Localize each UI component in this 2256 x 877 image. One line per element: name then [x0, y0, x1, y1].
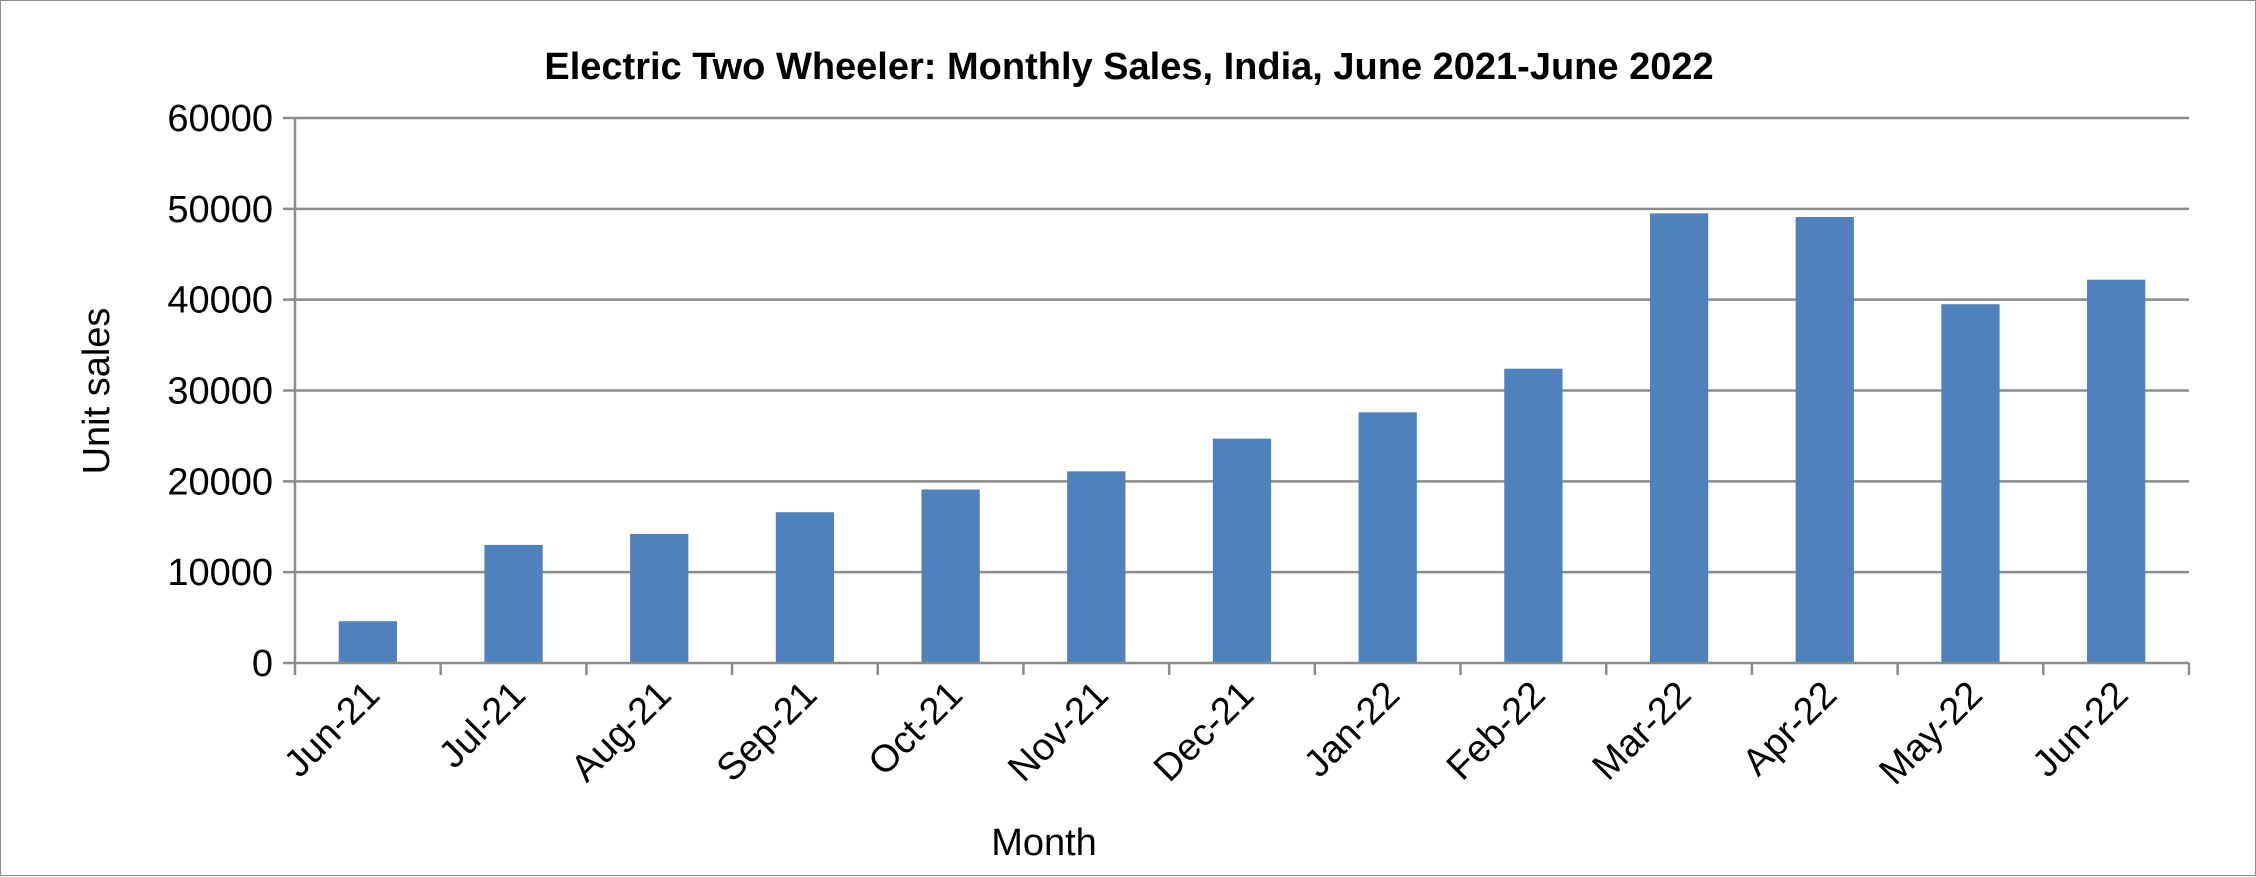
x-tick-labels: Jun-21 Jul-21 Aug-21 Sep-21 Oct-21 Nov-21 Dec-… — [276, 674, 2136, 793]
bar — [921, 489, 980, 663]
x-tick-label: May-22 — [1872, 674, 1991, 793]
x-tick-label: Jun-21 — [276, 674, 388, 786]
y-tick-label: 0 — [252, 643, 273, 685]
y-tick-label: 40000 — [167, 280, 273, 322]
x-tick-label: Aug-21 — [563, 674, 679, 790]
bar — [1649, 213, 1709, 663]
x-tick-label: Jul-21 — [431, 674, 534, 777]
x-tick-label: Jun-22 — [2025, 674, 2137, 786]
y-tick-label: 20000 — [167, 461, 273, 503]
bar — [775, 512, 835, 663]
bar — [1795, 217, 1854, 663]
bar — [1067, 471, 1126, 663]
x-tick-label: Apr-22 — [1735, 674, 1845, 784]
y-axis-label: Unit sales — [76, 308, 118, 475]
bar — [1212, 438, 1272, 663]
gridlines — [283, 116, 2189, 574]
x-tick-label: Dec-21 — [1146, 674, 1262, 790]
x-tick-label: Jan-22 — [1296, 674, 1408, 786]
bar — [630, 534, 689, 663]
y-tick-labels: 0 10000 20000 30000 40000 50000 60000 — [167, 98, 273, 685]
bar — [338, 621, 397, 663]
x-axis-label: Month — [991, 822, 1097, 864]
chart-title: Electric Two Wheeler: Monthly Sales, Ind… — [544, 46, 1713, 88]
bars — [338, 213, 2146, 663]
bar — [484, 544, 543, 663]
x-tick-label: Oct-21 — [861, 674, 971, 784]
y-tick-label: 60000 — [167, 98, 273, 140]
bar — [1504, 368, 1563, 663]
bar — [1358, 412, 1417, 663]
x-tick-label: Sep-21 — [709, 674, 825, 790]
y-tick-label: 30000 — [167, 371, 273, 413]
x-tick-label: Nov-21 — [1000, 674, 1116, 790]
y-tick-label: 50000 — [167, 189, 273, 231]
x-tick-label: Mar-22 — [1585, 674, 1700, 789]
bar — [1941, 304, 2000, 663]
x-tick-label: Feb-22 — [1439, 674, 1554, 789]
y-tick-label: 10000 — [167, 552, 273, 594]
axes — [283, 118, 2191, 675]
bar — [2087, 279, 2146, 663]
